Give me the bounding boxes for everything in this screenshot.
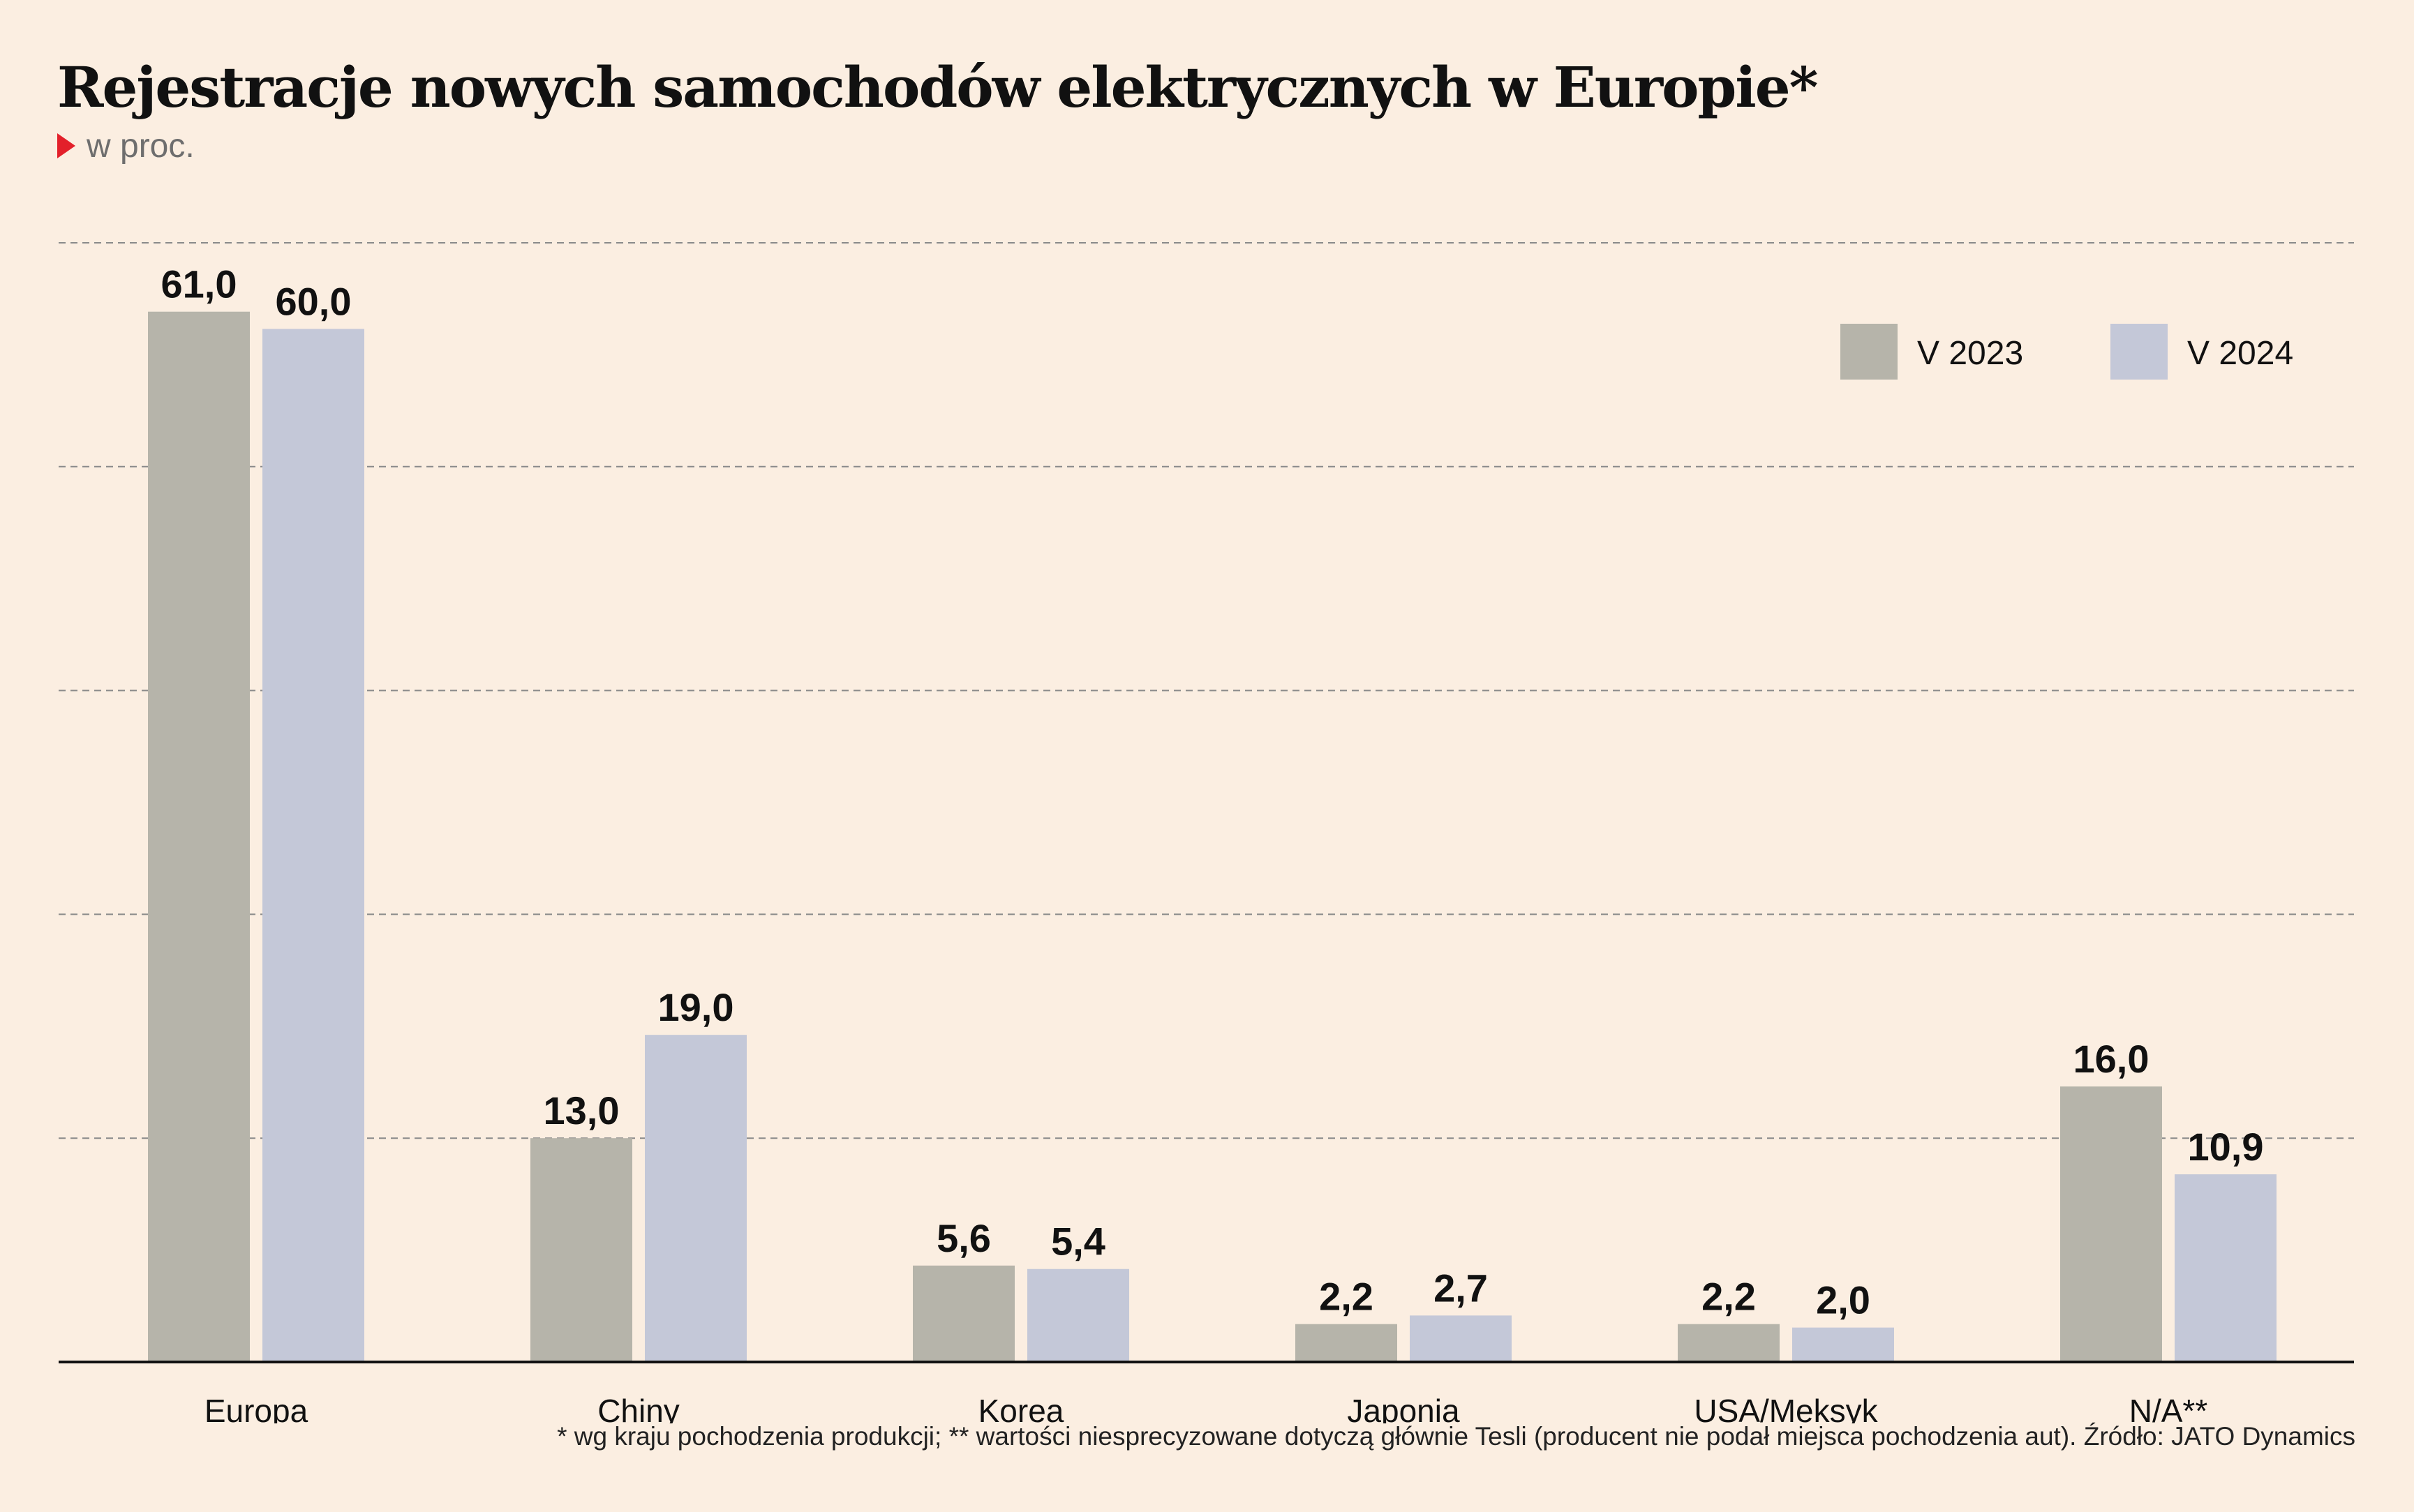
value-label-2023-2: 5,6 [937,1216,991,1260]
x-tick-label-0: Europa [204,1393,308,1423]
bar-2024-2 [1027,1268,1129,1362]
legend-label-2024: V 2024 [2187,335,2293,372]
value-label-2024-1: 19,0 [658,985,734,1029]
value-label-2023-1: 13,0 [544,1088,620,1132]
bar-2023-0 [148,311,250,1362]
value-label-2023-4: 2,2 [1701,1275,1756,1319]
bar-2024-3 [1410,1315,1512,1362]
x-tick-label-1: Chiny [597,1393,680,1423]
footnote: * wg kraju pochodzenia produkcji; ** war… [557,1422,2355,1451]
bar-2023-5 [2060,1086,2162,1362]
chart-title: Rejestracje nowych samochodów elektryczn… [57,54,1818,120]
x-tick-label-3: Japonia [1347,1393,1460,1423]
value-label-2024-0: 60,0 [276,279,352,323]
bar-2024-0 [262,329,364,1362]
triangle-marker-icon [57,133,75,158]
bar-2023-2 [913,1265,1015,1362]
bar-2024-5 [2175,1174,2277,1362]
bar-2023-1 [530,1138,632,1362]
bar-chart: 61,0 60,0 Europa 13,0 19,0 Chiny 5,6 5,4 Korea 2,… [59,242,2354,1423]
value-label-2024-5: 10,9 [2188,1125,2264,1169]
x-tick-label-5: N/A** [2129,1393,2208,1423]
legend-swatch-2023 [1840,324,1898,380]
bar-2023-4 [1678,1324,1780,1362]
bar-2024-1 [645,1035,747,1362]
x-tick-label-2: Korea [978,1393,1064,1423]
value-label-2024-3: 2,7 [1433,1266,1488,1310]
subtitle-text: w proc. [87,127,195,165]
value-label-2024-2: 5,4 [1051,1220,1105,1264]
x-tick-label-4: USA/Meksyk [1694,1393,1878,1423]
value-label-2023-3: 2,2 [1319,1275,1373,1319]
value-label-2023-0: 61,0 [161,262,237,306]
bar-2024-4 [1792,1327,1894,1362]
value-label-2023-5: 16,0 [2073,1037,2149,1081]
value-label-2024-4: 2,0 [1816,1278,1870,1322]
chart-subtitle: w proc. [57,124,195,167]
legend-label-2023: V 2023 [1917,335,2023,372]
bar-2023-3 [1295,1324,1397,1362]
legend-swatch-2024 [2110,324,2168,380]
